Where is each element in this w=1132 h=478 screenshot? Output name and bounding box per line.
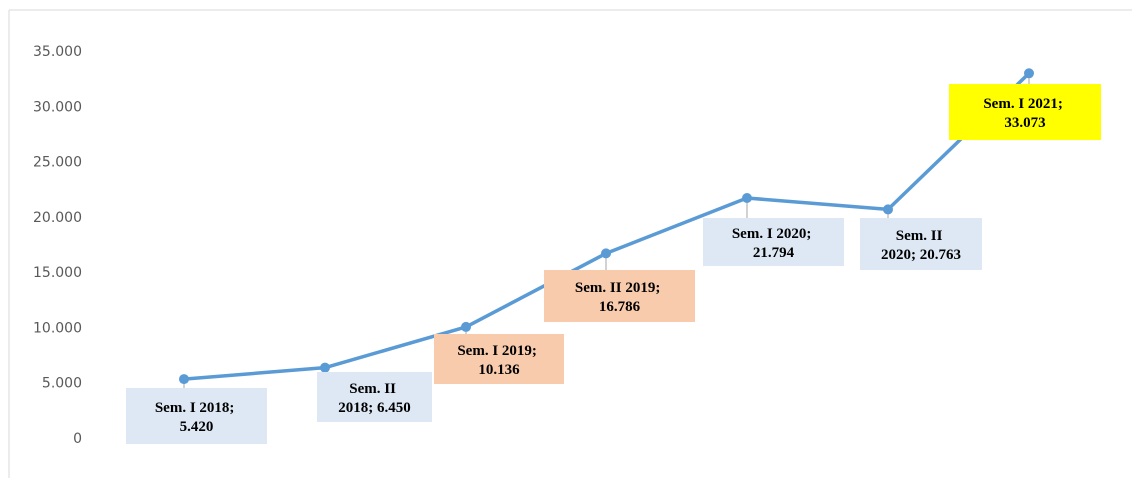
data-label: Sem. I 2018; 5.420 (126, 388, 267, 444)
point (1024, 68, 1034, 79)
data-label-box (126, 388, 267, 444)
y-tick-label: 5.000 (42, 376, 82, 392)
data-label: Sem. I 2020; 21.794 (703, 218, 844, 266)
point (883, 204, 893, 215)
data-label-box (860, 218, 982, 270)
point (601, 248, 611, 259)
data-label-box (544, 270, 695, 322)
data-label-box (703, 218, 844, 266)
y-tick-label: 10.000 (33, 320, 82, 336)
point (320, 362, 330, 373)
data-label-box (949, 84, 1101, 140)
y-tick-label: 20.000 (33, 210, 82, 226)
data-label: Sem. II 2019; 16.786 (544, 270, 695, 322)
data-label: Sem. I 2019; 10.136 (434, 334, 564, 384)
data-label-text: Sem. II 2020; 20.763 (881, 228, 961, 263)
data-label-text: Sem. II 2019; 16.786 (575, 280, 664, 315)
y-tick-label: 25.000 (33, 155, 82, 171)
point (461, 321, 471, 332)
point (179, 374, 189, 385)
point (742, 193, 752, 204)
y-tick-label: 30.000 (33, 99, 82, 115)
data-label-text: Sem. I 2020; 21.794 (732, 226, 815, 261)
y-tick-label: 0 (73, 431, 82, 447)
data-label-text: Sem. I 2021; 33.073 (983, 96, 1066, 131)
data-label: Sem. II 2020; 20.763 (860, 218, 982, 270)
data-label-text: Sem. I 2018; 5.420 (155, 400, 238, 435)
y-tick-label: 15.000 (33, 265, 82, 281)
data-label: Sem. I 2021; 33.073 (949, 84, 1101, 140)
data-label-box (317, 372, 432, 422)
y-tick-label: 35.000 (33, 44, 82, 60)
data-label-box (434, 334, 564, 384)
data-label-text: Sem. I 2019; 10.136 (457, 343, 540, 378)
data-label: Sem. II 2018; 6.450 (317, 372, 432, 422)
data-label-text: Sem. II 2018; 6.450 (338, 381, 411, 416)
